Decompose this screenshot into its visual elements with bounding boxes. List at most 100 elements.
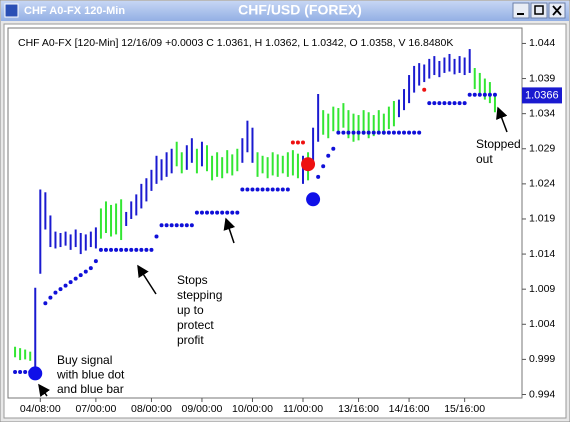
stop-dot <box>371 130 376 135</box>
stop-dot <box>386 130 391 135</box>
signal-dot <box>306 192 321 207</box>
annotation: out <box>476 152 493 166</box>
stop-dot <box>472 92 477 97</box>
stop-dot <box>447 101 452 106</box>
annotation: Buy signal <box>57 353 112 367</box>
stop-dot <box>316 174 321 179</box>
x-tick-label: 09/00:00 <box>182 403 223 415</box>
y-tick-label: 1.044 <box>529 37 555 49</box>
stop-dot <box>199 210 204 215</box>
stop-dot <box>346 130 351 135</box>
last-price-label: 1.0366 <box>525 89 559 101</box>
close-icon <box>552 5 562 16</box>
stop-dot <box>43 301 48 306</box>
stop-dot <box>361 130 366 135</box>
stop-dot <box>124 247 129 252</box>
stop-dot <box>356 130 361 135</box>
minimize-button[interactable] <box>512 2 530 19</box>
y-tick-label: 1.029 <box>529 143 555 155</box>
x-tick-label: 11/00:00 <box>283 403 323 415</box>
annotation: with blue dot <box>56 368 125 382</box>
stop-dot <box>159 223 164 228</box>
stop-dot <box>487 92 492 97</box>
y-tick-label: 0.999 <box>529 353 555 365</box>
stop-dot <box>260 187 265 192</box>
stop-dot <box>462 101 467 106</box>
stop-dot <box>467 92 472 97</box>
window-title: CHF A0-FX 120-Min <box>24 5 125 17</box>
stop-dot <box>13 370 18 375</box>
stop-dot <box>432 101 437 106</box>
stop-dot <box>341 130 346 135</box>
stop-dot <box>265 187 270 192</box>
stop-dot <box>18 370 23 375</box>
stop-dot <box>194 210 199 215</box>
annotation: profit <box>177 333 204 347</box>
y-tick-label: 1.004 <box>529 318 555 330</box>
signal-dot <box>301 157 316 172</box>
reversal-stop-dot <box>290 140 295 145</box>
stop-dot <box>93 259 98 264</box>
stop-dot <box>457 101 462 106</box>
stop-dot <box>129 247 134 252</box>
stop-dot <box>366 130 371 135</box>
stop-dot <box>442 101 447 106</box>
stop-dot <box>169 223 174 228</box>
stop-dot <box>285 187 290 192</box>
arrow <box>38 383 51 398</box>
x-tick-label: 04/08:00 <box>20 403 61 415</box>
stop-dot <box>412 130 417 135</box>
stop-dot <box>250 187 255 192</box>
stop-dot <box>103 247 108 252</box>
stop-dot <box>255 187 260 192</box>
stop-dot <box>134 247 139 252</box>
stop-dot <box>326 153 331 158</box>
last-price-box <box>522 87 562 104</box>
arrow <box>223 217 236 244</box>
maximize-icon <box>534 5 544 15</box>
stop-dot <box>164 223 169 228</box>
plot-area <box>7 27 523 399</box>
stop-dot <box>114 247 119 252</box>
stop-dot <box>245 187 250 192</box>
stop-dot <box>174 223 179 228</box>
stop-dot <box>48 295 53 300</box>
stop-dot <box>98 247 103 252</box>
stop-dot <box>184 223 189 228</box>
y-tick-label: 1.009 <box>529 283 555 295</box>
stop-dot <box>225 210 230 215</box>
reversal-stop-dot <box>422 87 427 92</box>
x-tick-label: 10/00:00 <box>232 403 273 415</box>
reversal-stop-dot <box>300 140 305 145</box>
stop-dot <box>427 101 432 106</box>
stop-dot <box>230 210 235 215</box>
stop-dot <box>109 247 114 252</box>
stop-dot <box>205 210 210 215</box>
x-tick-label: 07/00:00 <box>75 403 116 415</box>
stop-dot <box>477 92 482 97</box>
x-tick-label: 14/16:00 <box>389 403 430 415</box>
stop-dot <box>215 210 220 215</box>
y-tick-label: 1.024 <box>529 178 555 190</box>
stop-dot <box>83 269 88 274</box>
stop-dot <box>437 101 442 106</box>
stop-dot <box>220 210 225 215</box>
stop-dot <box>402 130 407 135</box>
arrow <box>137 264 157 295</box>
stop-dot <box>63 283 68 288</box>
stop-dot <box>144 247 149 252</box>
stop-dot <box>417 130 422 135</box>
stop-dot <box>78 273 83 278</box>
chart-title: CHF/USD (FOREX) <box>238 2 362 18</box>
stop-dot <box>391 130 396 135</box>
reversal-stop-dot <box>295 140 300 145</box>
stop-dot <box>23 370 28 375</box>
stop-dot <box>68 280 73 285</box>
stop-dot <box>351 130 356 135</box>
chart-header: CHF A0-FX [120-Min] 12/16/09 +0.0003 C 1… <box>18 37 453 49</box>
stop-dot <box>73 276 78 281</box>
y-tick-label: 1.019 <box>529 213 555 225</box>
stop-dot <box>154 234 159 239</box>
stop-dot <box>270 187 275 192</box>
